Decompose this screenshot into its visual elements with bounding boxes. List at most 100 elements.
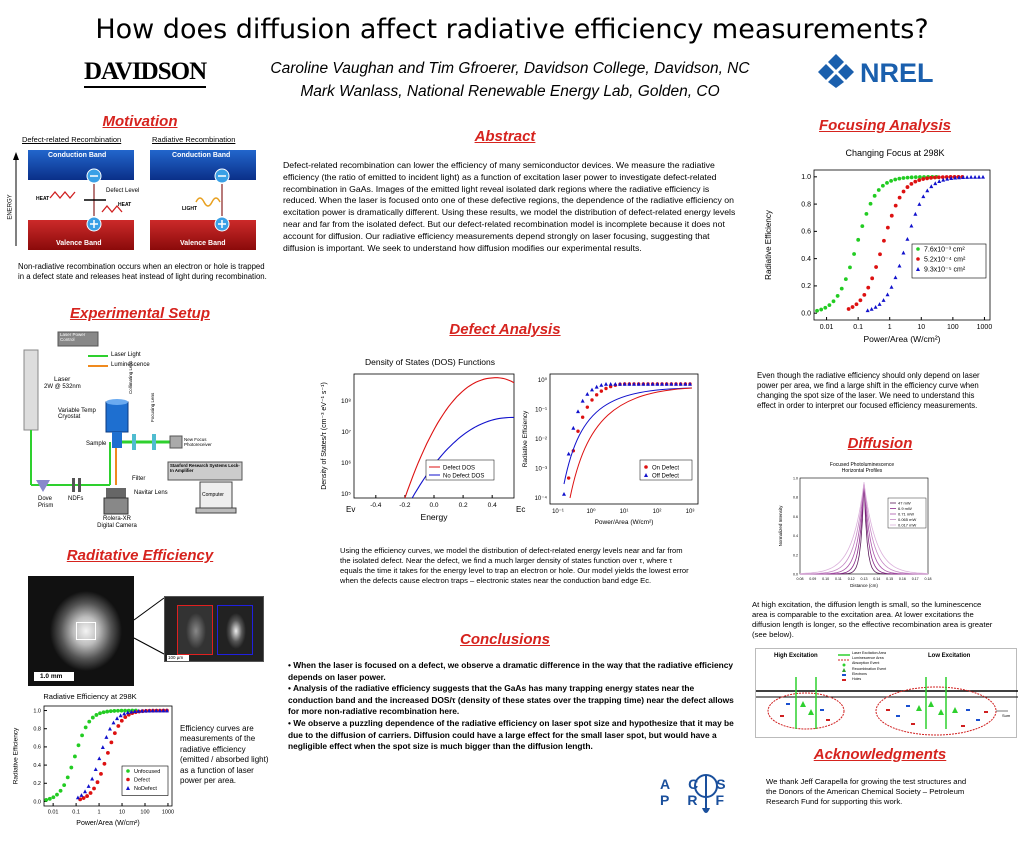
data-point xyxy=(905,175,910,180)
legend-item-5: Electrons xyxy=(852,671,867,676)
data-point xyxy=(88,791,93,795)
data-point xyxy=(973,174,978,179)
profiles-frame xyxy=(799,477,929,575)
data-point xyxy=(123,708,127,713)
data-point xyxy=(858,298,863,303)
data-point xyxy=(47,796,52,801)
data-point xyxy=(869,306,874,311)
profiles-x-tick-label: 0.18 xyxy=(925,577,932,581)
data-point xyxy=(901,176,906,180)
data-point xyxy=(69,765,74,770)
data-point xyxy=(936,175,941,180)
dove-prism-icon xyxy=(36,480,50,492)
legend-marker xyxy=(916,267,920,271)
profiles-chart-title: Focused Photoluminescence Horizontal Pro… xyxy=(829,462,895,474)
logeff-point xyxy=(594,384,599,389)
dos-y-axis-label: Density of States/τ (cm⁻³ eV⁻¹ s⁻¹) xyxy=(321,382,328,490)
data-point xyxy=(161,708,166,713)
radeff-chart-title: Radiative Efficiency at 298K xyxy=(43,692,137,701)
setup-graphic xyxy=(23,331,243,515)
profiles-y-tick-label: 0.4 xyxy=(793,534,798,538)
valence-band-label-left: Valence Band xyxy=(56,240,102,247)
legend-label: Defect xyxy=(134,777,150,783)
data-point xyxy=(109,740,114,745)
profile-curve xyxy=(800,482,928,575)
data-point xyxy=(957,175,962,180)
logeff-point xyxy=(604,382,608,386)
x-tick-label: 0.1 xyxy=(72,810,80,816)
data-point xyxy=(929,184,934,189)
x-tick-label: 1000 xyxy=(162,810,174,816)
pl-image-zoom: 100 µm xyxy=(164,596,264,662)
x-tick-label: 1 xyxy=(98,810,101,816)
x-tick-label: 10 xyxy=(917,324,925,331)
logeff-point xyxy=(674,382,678,386)
legend-item-1: Laser Excitation Area xyxy=(852,651,886,655)
logeff-point xyxy=(664,382,669,386)
y-tick-label: 0.6 xyxy=(801,229,811,236)
profiles-x-tick-label: 0.11 xyxy=(835,577,842,581)
logeff-point xyxy=(585,405,590,409)
data-point xyxy=(839,286,844,291)
data-point xyxy=(157,708,162,713)
data-point xyxy=(850,305,855,309)
band-diagram: Conduction Band Conduction Band Valence … xyxy=(8,146,260,256)
data-point xyxy=(913,179,918,184)
rad-eff-heading: Raditative Efficiency xyxy=(66,547,214,564)
sum-label: Sum xyxy=(1002,713,1011,718)
logeff-y-axis-label: Radiative Efficiency xyxy=(522,410,529,467)
data-point xyxy=(65,775,70,780)
data-point xyxy=(90,715,95,720)
x-tick-label: 10 xyxy=(119,810,125,816)
collimating-label: Collimating Lens xyxy=(128,360,133,394)
data-point xyxy=(83,789,88,794)
heat-wave-right xyxy=(101,204,123,214)
navitar-lens-icon xyxy=(106,488,126,498)
data-point xyxy=(941,177,946,182)
data-point xyxy=(62,783,67,788)
data-point xyxy=(93,767,98,772)
data-point xyxy=(55,792,59,797)
computer-keyboard xyxy=(195,507,237,514)
data-point xyxy=(917,202,922,206)
profiles-x-tick-label: 0.17 xyxy=(912,577,919,581)
logeff-point xyxy=(688,382,692,386)
logeff-point xyxy=(580,398,585,403)
profiles-x-tick-label: 0.09 xyxy=(809,577,816,581)
dos-legend-box xyxy=(425,459,495,481)
legend-item-4: Recombination Event xyxy=(852,666,887,671)
logeff-point xyxy=(646,382,650,386)
laser-power-control-label: Laser Power Control xyxy=(60,332,86,342)
x-tick-label: 100 xyxy=(140,810,149,816)
label-defect-recombination: Defect-related Recombination xyxy=(22,135,122,144)
data-point xyxy=(909,223,914,228)
legend-label: Unfocused xyxy=(134,769,160,775)
data-point xyxy=(123,715,128,720)
x-tick-label: 1000 xyxy=(977,324,993,331)
pl-image-large: 1.0 mm xyxy=(28,576,134,686)
logeff-point xyxy=(650,382,655,386)
data-point xyxy=(901,189,906,194)
logeff-legend-label: On Defect xyxy=(652,466,679,472)
data-point xyxy=(116,708,120,713)
logeff-point xyxy=(604,386,608,391)
data-point xyxy=(94,713,99,717)
data-point xyxy=(843,277,848,281)
data-point xyxy=(961,175,966,180)
dos-x-tick-label: 0.4 xyxy=(488,502,497,509)
davidson-logo: DAVIDSON xyxy=(84,58,207,88)
dos-x-tick-label: -0.4 xyxy=(370,502,382,509)
data-point xyxy=(139,708,144,713)
data-point xyxy=(58,788,63,793)
legend-item-3: Absorption Event xyxy=(852,661,880,666)
logeff-point xyxy=(576,429,580,433)
conclusion-item-3: • We observe a puzzling dependence of th… xyxy=(288,717,734,752)
poster-title: How does diffusion affect radiative effi… xyxy=(95,14,929,45)
data-point xyxy=(937,179,942,184)
legend-item-2: Luminescence Area xyxy=(852,656,884,661)
data-point xyxy=(147,708,152,713)
authors-line-2: Mark Wanlass, National Renewable Energy … xyxy=(300,83,720,100)
y-tick-label: 0.2 xyxy=(33,781,41,787)
data-point xyxy=(104,735,109,739)
legend-laser-label: Laser Light xyxy=(111,352,141,358)
